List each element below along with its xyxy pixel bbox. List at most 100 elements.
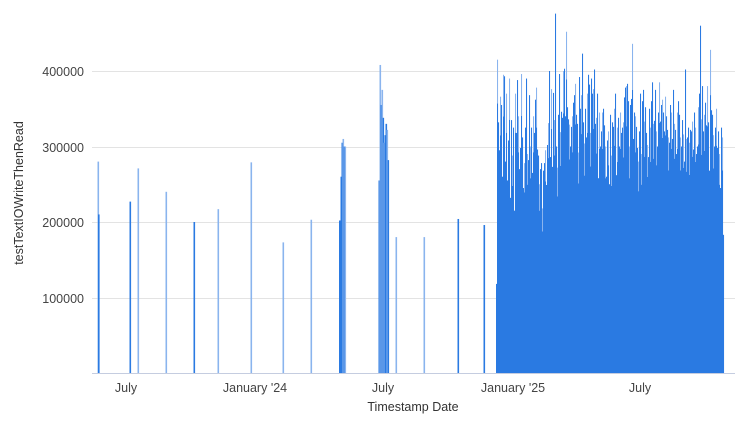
bar (643, 89, 645, 373)
bar-tip (548, 123, 550, 159)
bar (502, 176, 504, 373)
bar (711, 110, 713, 373)
bar (282, 242, 285, 373)
bar-tip (506, 93, 508, 133)
bar-tip (518, 116, 520, 153)
bar (671, 148, 673, 373)
bar (616, 175, 618, 373)
bar-tip (614, 108, 616, 146)
bar (545, 181, 547, 373)
data-bars (97, 13, 725, 374)
bar (496, 283, 498, 373)
bar (512, 186, 514, 373)
bar-tip (590, 132, 592, 167)
bar (641, 184, 643, 373)
bar-tip (611, 155, 613, 187)
bar (721, 127, 723, 373)
bar-tip (503, 74, 505, 117)
bar (560, 165, 562, 373)
bar (546, 185, 548, 373)
bar (656, 165, 658, 373)
bar (722, 170, 724, 373)
bar (384, 135, 387, 373)
bar-tip (716, 108, 718, 146)
bar (129, 201, 132, 373)
bar (217, 209, 220, 373)
bar (679, 114, 681, 373)
bar (570, 146, 572, 373)
bar-tip (581, 95, 583, 135)
bar-tip (683, 134, 685, 168)
bar (553, 92, 555, 374)
bar (613, 126, 615, 374)
bar (564, 68, 566, 374)
bar (685, 69, 687, 374)
bar (534, 132, 536, 373)
bar (637, 148, 639, 373)
bar (629, 178, 631, 373)
bar (383, 142, 386, 373)
bar-tip (722, 137, 724, 171)
bar (714, 146, 716, 373)
bar-tip (509, 78, 511, 120)
bar (614, 145, 616, 373)
bar-tip (584, 143, 586, 176)
bar (508, 140, 510, 373)
bar (483, 225, 486, 373)
bar (696, 154, 698, 373)
bar-tip (587, 93, 589, 133)
bar-tip (710, 49, 712, 96)
bar (719, 184, 721, 373)
bar-tip (623, 122, 625, 158)
bar (627, 83, 629, 374)
bar (592, 93, 594, 374)
bar (649, 108, 651, 373)
bar (597, 93, 599, 374)
bar (577, 123, 579, 373)
bar (699, 93, 701, 374)
bar (586, 137, 588, 373)
bar (519, 169, 521, 373)
bar (506, 132, 508, 373)
y-tick-label: 400000 (42, 65, 84, 79)
bar (573, 102, 575, 374)
x-tick-label: January '25 (481, 381, 545, 395)
bar-tip (713, 135, 715, 169)
bar (658, 112, 660, 374)
bar-tip (659, 82, 661, 124)
bar (674, 158, 676, 373)
bar-tip (698, 107, 700, 145)
bar (712, 114, 714, 373)
bar (522, 137, 524, 373)
bar (698, 144, 700, 373)
bar (386, 129, 389, 373)
bar-tip (668, 137, 670, 171)
bar (713, 168, 715, 373)
bar (661, 104, 663, 373)
bar (708, 122, 710, 373)
bar (598, 178, 600, 373)
bar (606, 176, 608, 373)
bar (633, 138, 635, 373)
bar (618, 117, 620, 373)
bar-tip (632, 43, 634, 90)
bar (611, 186, 613, 373)
bar (559, 74, 561, 374)
bar (193, 222, 196, 373)
bar-tip (644, 121, 646, 157)
bar (690, 129, 692, 373)
bar (626, 126, 628, 374)
bar (541, 163, 543, 373)
bar (646, 132, 648, 373)
bar-tip (617, 127, 619, 162)
bar (542, 231, 544, 373)
bar (513, 127, 515, 373)
bar (667, 129, 669, 373)
bar (567, 107, 569, 374)
bar (552, 166, 554, 373)
bar (663, 112, 665, 374)
bar-tip (575, 83, 577, 125)
bar (536, 127, 538, 373)
bar (632, 89, 634, 373)
